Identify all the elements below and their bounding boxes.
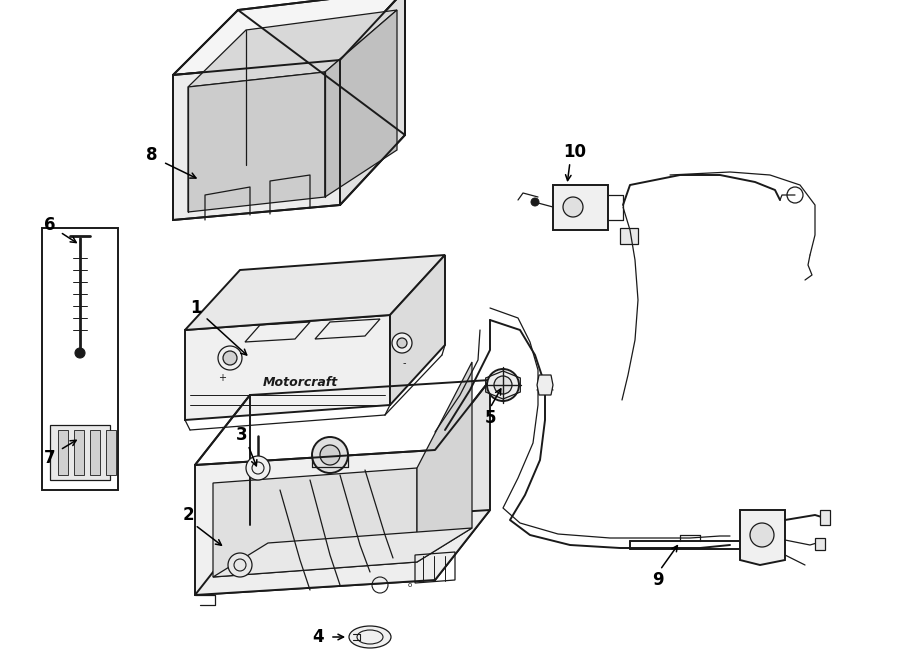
Circle shape xyxy=(487,369,519,401)
Text: 3: 3 xyxy=(236,426,248,444)
Circle shape xyxy=(246,456,270,480)
Polygon shape xyxy=(50,425,110,480)
Polygon shape xyxy=(106,430,116,475)
Circle shape xyxy=(397,338,407,348)
Text: 7: 7 xyxy=(44,449,56,467)
Polygon shape xyxy=(740,510,785,565)
Text: 6: 6 xyxy=(44,216,56,234)
Polygon shape xyxy=(553,185,608,230)
Polygon shape xyxy=(213,528,472,577)
Polygon shape xyxy=(340,0,405,205)
Polygon shape xyxy=(325,10,397,197)
Text: 8: 8 xyxy=(146,146,158,164)
Text: -: - xyxy=(402,358,406,368)
Circle shape xyxy=(320,445,340,465)
Text: +: + xyxy=(218,373,226,383)
Text: o: o xyxy=(408,582,412,588)
Text: 10: 10 xyxy=(563,143,587,161)
Polygon shape xyxy=(820,510,830,525)
Polygon shape xyxy=(537,375,553,395)
Circle shape xyxy=(494,376,512,394)
Polygon shape xyxy=(195,450,435,595)
Polygon shape xyxy=(185,255,445,330)
Circle shape xyxy=(223,351,237,365)
Polygon shape xyxy=(248,460,268,476)
Text: 9: 9 xyxy=(652,571,664,589)
Text: 2: 2 xyxy=(182,506,194,524)
Text: Motorcraft: Motorcraft xyxy=(263,375,338,389)
Polygon shape xyxy=(815,538,825,550)
Polygon shape xyxy=(213,468,417,577)
Polygon shape xyxy=(417,362,472,562)
Circle shape xyxy=(392,333,412,353)
Text: 4: 4 xyxy=(312,628,324,646)
Polygon shape xyxy=(620,228,638,244)
Polygon shape xyxy=(58,430,68,475)
Polygon shape xyxy=(173,0,405,75)
Circle shape xyxy=(750,523,774,547)
Polygon shape xyxy=(74,430,84,475)
Circle shape xyxy=(563,197,583,217)
Polygon shape xyxy=(90,430,100,475)
Polygon shape xyxy=(435,380,490,580)
Polygon shape xyxy=(195,510,490,595)
Polygon shape xyxy=(188,72,325,212)
Ellipse shape xyxy=(349,626,391,648)
Polygon shape xyxy=(173,60,340,220)
Circle shape xyxy=(75,348,85,358)
Text: 1: 1 xyxy=(190,299,202,317)
Circle shape xyxy=(531,198,539,206)
Text: 5: 5 xyxy=(484,409,496,427)
Circle shape xyxy=(312,437,348,473)
Circle shape xyxy=(228,553,252,577)
Polygon shape xyxy=(390,255,445,405)
Polygon shape xyxy=(185,315,390,420)
Circle shape xyxy=(218,346,242,370)
Polygon shape xyxy=(188,10,397,87)
